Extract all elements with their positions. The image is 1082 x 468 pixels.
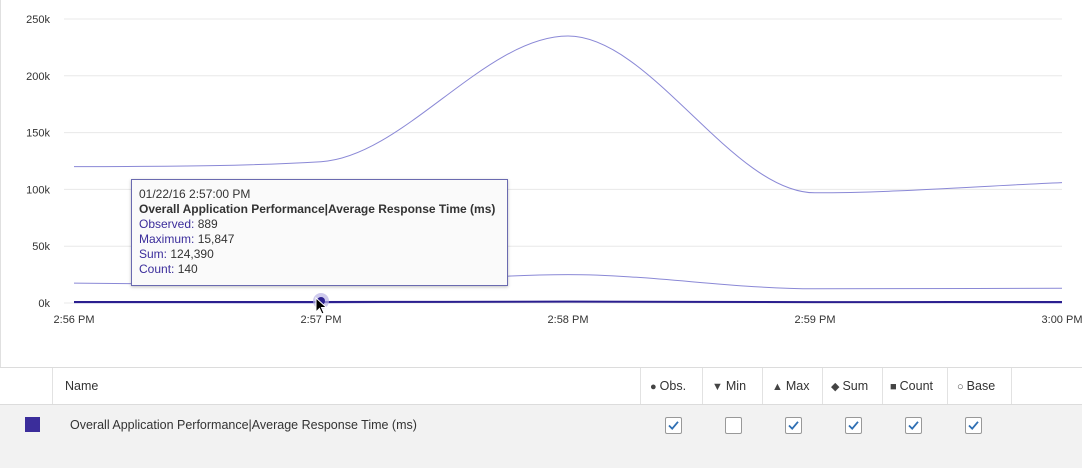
x-tick-label: 2:56 PM: [54, 314, 95, 326]
tooltip-observed-value: 889: [198, 217, 218, 231]
mouse-cursor-icon: [315, 297, 329, 315]
tooltip-title: Overall Application Performance|Average …: [139, 202, 507, 217]
column-header-sum-label: Sum: [842, 379, 868, 393]
column-header-count[interactable]: ■Count: [882, 368, 947, 404]
column-header-obs-label: Obs.: [660, 379, 686, 393]
tooltip-maximum-value: 15,847: [198, 232, 235, 246]
checkbox-obs[interactable]: [665, 417, 682, 434]
tooltip-sum: Sum: 124,390: [139, 247, 507, 262]
checkmark-icon: [967, 419, 980, 432]
data-tooltip: 01/22/16 2:57:00 PM Overall Application …: [131, 179, 508, 286]
tooltip-sum-value: 124,390: [170, 247, 213, 261]
y-tick-label: 200k: [26, 71, 50, 83]
checkbox-min[interactable]: [725, 417, 742, 434]
column-header-count-label: Count: [900, 379, 933, 393]
column-header-base[interactable]: ○Base: [947, 368, 1012, 404]
x-tick-label: 2:58 PM: [548, 314, 589, 326]
column-header-name[interactable]: Name: [52, 368, 640, 404]
y-tick-label: 0k: [38, 298, 50, 310]
y-tick-label: 250k: [26, 14, 50, 26]
column-header-sum[interactable]: ◆Sum: [822, 368, 882, 404]
column-header-max[interactable]: ▲Max: [762, 368, 822, 404]
tooltip-count-value: 140: [178, 262, 198, 276]
series-color-swatch[interactable]: [25, 417, 40, 432]
square-filled-icon: ■: [890, 381, 897, 393]
circle-filled-icon: ●: [650, 381, 657, 393]
checkbox-max[interactable]: [785, 417, 802, 434]
y-tick-label: 100k: [26, 184, 50, 196]
x-tick-label: 2:59 PM: [795, 314, 836, 326]
chart-panel: 250k 200k 150k 100k 50k 0k 2:56 PM 2:57 PM 2:58 …: [0, 0, 1082, 367]
x-tick-label: 2:57 PM: [301, 314, 342, 326]
tooltip-maximum: Maximum: 15,847: [139, 232, 507, 247]
checkbox-base[interactable]: [965, 417, 982, 434]
checkbox-sum[interactable]: [845, 417, 862, 434]
y-tick-label: 50k: [32, 241, 50, 253]
series-name: Overall Application Performance|Average …: [70, 417, 417, 433]
column-header-obs[interactable]: ●Obs.: [640, 368, 702, 404]
checkbox-count[interactable]: [905, 417, 922, 434]
y-tick-label: 150k: [26, 128, 50, 140]
tooltip-sum-label: Sum:: [139, 247, 167, 261]
diamond-icon: ◆: [831, 381, 839, 393]
tooltip-observed: Observed: 889: [139, 217, 507, 232]
triangle-up-icon: ▲: [772, 381, 783, 393]
column-header-min[interactable]: ▼Min: [702, 368, 762, 404]
tooltip-count-label: Count:: [139, 262, 174, 276]
checkmark-icon: [847, 419, 860, 432]
column-header-base-label: Base: [967, 379, 996, 393]
series-line: [74, 36, 1062, 193]
checkmark-icon: [907, 419, 920, 432]
triangle-down-icon: ▼: [712, 381, 723, 393]
tooltip-maximum-label: Maximum:: [139, 232, 194, 246]
tooltip-datetime: 01/22/16 2:57:00 PM: [139, 187, 507, 202]
checkmark-icon: [667, 419, 680, 432]
tooltip-count: Count: 140: [139, 262, 507, 277]
tooltip-observed-label: Observed:: [139, 217, 194, 231]
column-header-min-label: Min: [726, 379, 746, 393]
table-row[interactable]: Overall Application Performance|Average …: [0, 405, 1082, 468]
checkmark-icon: [787, 419, 800, 432]
table-header: Name ●Obs. ▼Min ▲Max ◆Sum ■Count ○Base: [0, 368, 1082, 405]
circle-outline-icon: ○: [957, 381, 964, 393]
x-tick-label: 3:00 PM: [1042, 314, 1082, 326]
column-header-max-label: Max: [786, 379, 810, 393]
column-header-name-label: Name: [65, 379, 98, 393]
series-table: Name ●Obs. ▼Min ▲Max ◆Sum ■Count ○Base O…: [0, 367, 1082, 467]
